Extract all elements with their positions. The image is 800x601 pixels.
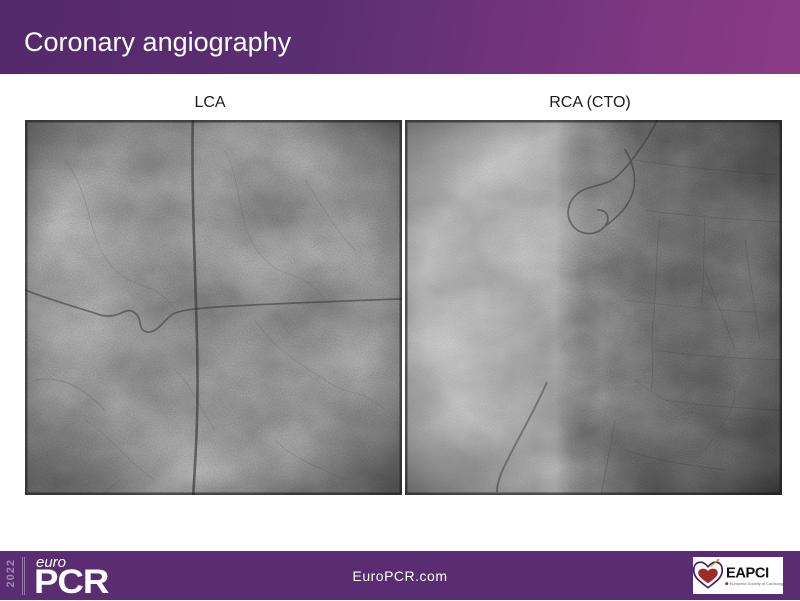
svg-text:European Society of Cardiology: European Society of Cardiology (730, 581, 783, 586)
svg-text:EAPCI: EAPCI (726, 565, 769, 581)
